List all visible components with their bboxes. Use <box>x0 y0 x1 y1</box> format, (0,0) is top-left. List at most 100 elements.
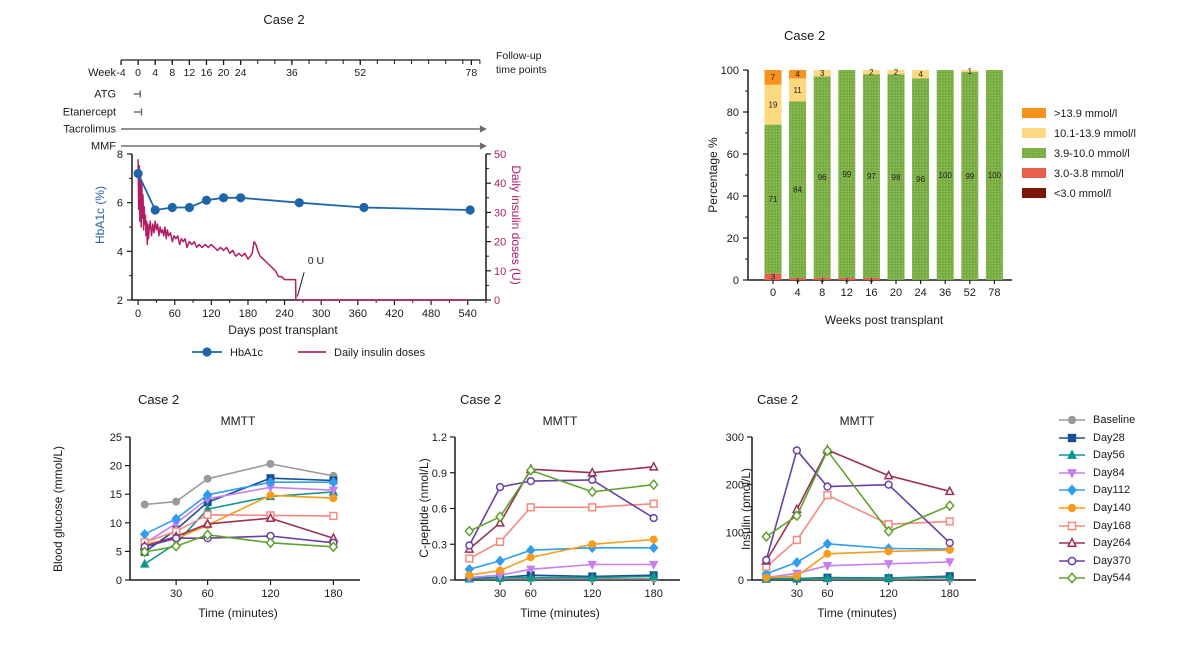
bar-segment <box>862 277 880 280</box>
svg-text:30: 30 <box>494 588 506 600</box>
svg-text:50: 50 <box>494 149 506 161</box>
svg-text:100: 100 <box>726 527 744 539</box>
svg-text:120: 120 <box>879 588 897 600</box>
legend-item-Day370: Day370 <box>1057 555 1135 567</box>
therapy-label-MMF: MMF <box>91 141 116 153</box>
bar-week-12: 1 99 <box>838 70 856 284</box>
chart-subtitle: MMTT <box>220 414 256 428</box>
x-axis-label: Weeks post transplant <box>824 313 944 327</box>
series-Baseline <box>140 459 338 509</box>
mmtt-cpeptide-plot: 0.0 0.3 0.6 0.9 1.2 30 60 120 180 <box>432 432 680 600</box>
series-Day264 <box>139 512 339 551</box>
legend-label-hba1c: HbA1c <box>230 347 264 359</box>
series-Day370 <box>465 475 658 550</box>
svg-text:180: 180 <box>645 588 663 600</box>
mmtt-insulin-plot: 0 100 200 300 30 60 120 180 <box>726 432 976 600</box>
svg-text:1.2: 1.2 <box>432 432 447 444</box>
bar-week-36: 100 <box>936 70 954 280</box>
svg-text:300: 300 <box>726 432 744 444</box>
annotation-zero-units: 0 U <box>296 255 324 297</box>
therapy-label-Etanercept: Etanercept <box>63 107 116 119</box>
bar-value-label: 4 <box>795 70 800 79</box>
bar-week-20: 98 2 <box>887 68 905 280</box>
bar-segment <box>862 74 880 278</box>
bar-week-52: 99 1 <box>961 67 979 280</box>
bar-segment <box>813 277 831 280</box>
svg-text:40: 40 <box>727 191 739 203</box>
bar-value-label: 100 <box>988 171 1002 180</box>
mmtt-legend: Baseline Day28 Day56 Day84 Day112 Day140 Day16… <box>1057 414 1135 590</box>
svg-text:30: 30 <box>170 588 182 600</box>
bar-value-label: 1 <box>968 67 973 76</box>
week-tick-4: 4 <box>152 67 158 79</box>
bar-segment <box>789 277 807 280</box>
svg-text:0.3: 0.3 <box>432 539 447 551</box>
legend-marker-Baseline <box>1059 415 1085 425</box>
svg-text:60: 60 <box>727 149 739 161</box>
legend-label-Baseline: Baseline <box>1093 414 1136 426</box>
chart-title: Case 2 <box>757 392 799 407</box>
panel-mmtt-cpeptide: Case 2 MMTT C-peptide (nmol/L) Time (min… <box>400 392 740 647</box>
bar-segment <box>912 70 930 79</box>
bar-segment <box>887 70 905 75</box>
legend-swatch <box>1022 148 1046 158</box>
bar-segment <box>912 78 930 281</box>
hba1c-line <box>137 172 472 211</box>
bar-segment <box>813 76 831 278</box>
bar-week-78: 100 <box>985 70 1003 280</box>
bar-value-label: 100 <box>939 171 953 180</box>
bar-segment <box>764 124 782 274</box>
chart-title: Case 2 <box>263 12 305 27</box>
x-axis-label: Time (minutes) <box>198 606 278 620</box>
bar-week-4: 1 84 11 4 <box>789 70 807 284</box>
bar-tick-week-20: 20 <box>890 287 902 299</box>
svg-text:540: 540 <box>459 308 477 320</box>
svg-text:20: 20 <box>110 461 122 473</box>
svg-text:25: 25 <box>110 432 122 444</box>
svg-text:120: 120 <box>583 588 601 600</box>
legend-item-Baseline: Baseline <box>1057 414 1135 426</box>
week-tick-16: 16 <box>201 67 213 79</box>
legend-label-range: 10.1-13.9 mmol/l <box>1054 128 1136 140</box>
week-tick-20: 20 <box>218 67 230 79</box>
legend-label-daily-insulin-doses: Daily insulin doses <box>334 347 426 359</box>
bar-tick-week-12: 12 <box>841 287 853 299</box>
bar-segment <box>789 70 807 79</box>
svg-text:0: 0 <box>494 295 500 307</box>
svg-text:180: 180 <box>239 308 257 320</box>
bar-segment <box>813 70 831 77</box>
hba1c-insulin-plot: -4 0 4 8 12 16 20 24 36 52 78WeekATGEtanerceptTacr… <box>63 59 506 359</box>
legend-item-Day56: Day56 <box>1057 449 1135 461</box>
bar-segment <box>961 70 979 73</box>
bar-tick-week-78: 78 <box>988 287 1000 299</box>
svg-text:10: 10 <box>494 266 506 278</box>
legend-marker-Day56 <box>1059 449 1085 460</box>
legend-swatch <box>1022 128 1046 138</box>
legend-marker-Day84 <box>1059 468 1085 479</box>
legend-item-Day168: Day168 <box>1057 520 1135 532</box>
week-tick-52: 52 <box>354 67 366 79</box>
svg-text:8: 8 <box>117 149 123 161</box>
series-Day544 <box>464 464 659 537</box>
bar-value-label: 96 <box>818 173 827 182</box>
panel-treatment-hba1c: Case 2 Follow-up time points HbA1c (%) D… <box>30 8 575 382</box>
x-axis-label: Time (minutes) <box>817 606 897 620</box>
legend-item-Day544: Day544 <box>1057 572 1135 584</box>
legend-item-Day112: Day112 <box>1057 484 1135 496</box>
svg-text:120: 120 <box>261 588 279 600</box>
legend-marker-Day112 <box>1059 484 1085 496</box>
legend-marker-Day168 <box>1059 521 1085 530</box>
bar-value-label: 7 <box>771 73 776 82</box>
legend-swatch <box>1022 188 1046 198</box>
legend-label-Day370: Day370 <box>1093 554 1131 567</box>
svg-text:20: 20 <box>727 233 739 245</box>
line-Day168 <box>765 494 951 568</box>
bar-value-label: 1 <box>795 275 800 284</box>
svg-text:4: 4 <box>117 246 123 258</box>
bar-value-label: 2 <box>869 68 874 77</box>
x-axis-label: Days post transplant <box>228 323 338 337</box>
series-Day544 <box>139 529 339 558</box>
x-axis-label: Time (minutes) <box>520 606 600 620</box>
hba1c-legend: HbA1c Daily insulin doses <box>192 347 426 359</box>
